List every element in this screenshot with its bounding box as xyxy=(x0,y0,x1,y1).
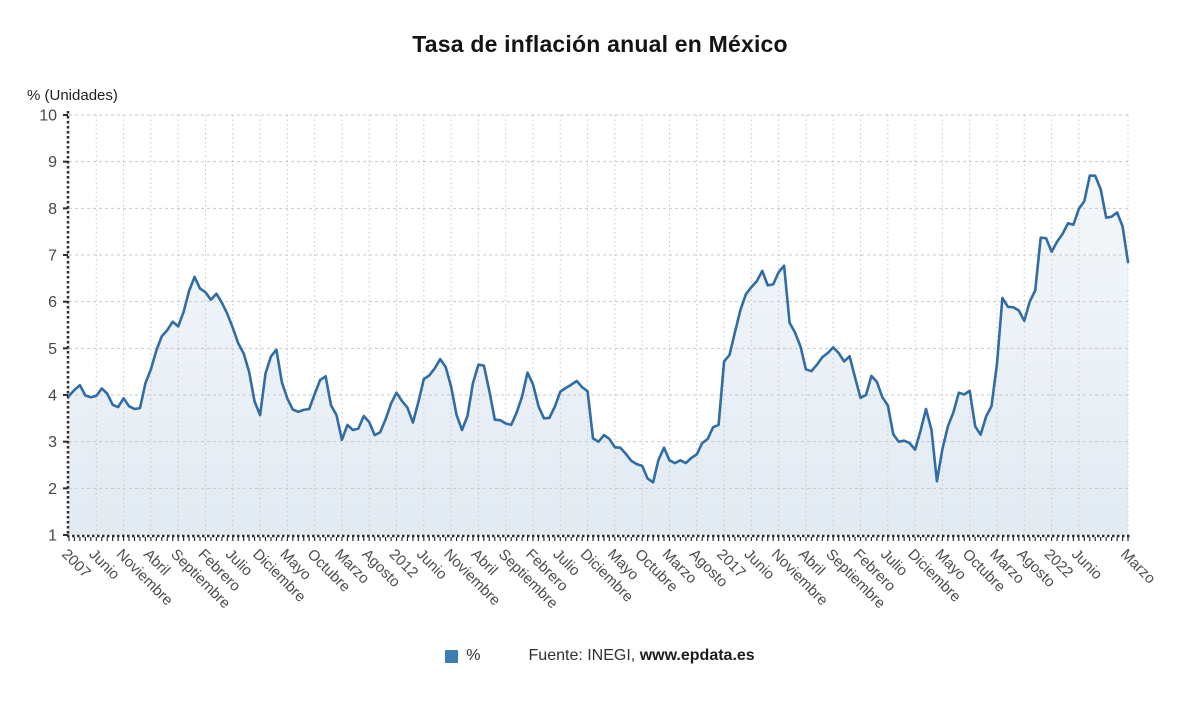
x-axis-tick-label: Junio xyxy=(741,546,778,583)
chart-footer: % Fuente: INEGI, www.epdata.es xyxy=(0,647,1200,665)
series-line xyxy=(67,174,1130,484)
x-axis-tick-label: Junio xyxy=(1068,546,1105,583)
chart-title: Tasa de inflación anual en México xyxy=(412,31,788,57)
y-axis-tick-label: 1 xyxy=(48,528,57,545)
y-axis-title: % (Unidades) xyxy=(27,87,118,104)
x-axis-tick-label: Junio xyxy=(413,546,450,583)
x-axis-tick-label: 2007 xyxy=(58,546,94,582)
source-prefix: Fuente: INEGI, xyxy=(528,647,640,664)
y-axis-tick-label: 9 xyxy=(48,154,57,171)
y-axis-tick-label: 7 xyxy=(48,248,57,265)
y-axis-tick-label: 10 xyxy=(39,108,57,125)
source-site-link[interactable]: www.epdata.es xyxy=(639,647,755,664)
x-axis-tick-label: Marzo xyxy=(1117,546,1158,587)
y-axis-tick-label: 4 xyxy=(48,388,57,405)
source-text: Fuente: INEGI, www.epdata.es xyxy=(529,647,755,665)
y-axis-tick-label: 6 xyxy=(48,294,57,311)
y-axis-tick-label: 2 xyxy=(48,481,57,498)
legend-swatch-icon xyxy=(445,649,459,663)
y-axis-tick-label: 5 xyxy=(48,341,57,358)
y-axis-tick-label: 3 xyxy=(48,434,57,451)
y-axis-tick-label: 8 xyxy=(48,201,57,218)
x-axis-tick-label: Junio xyxy=(85,546,122,583)
legend-item-percent[interactable]: % xyxy=(445,647,481,665)
series-area xyxy=(69,175,1128,535)
legend-label: % xyxy=(466,647,481,664)
